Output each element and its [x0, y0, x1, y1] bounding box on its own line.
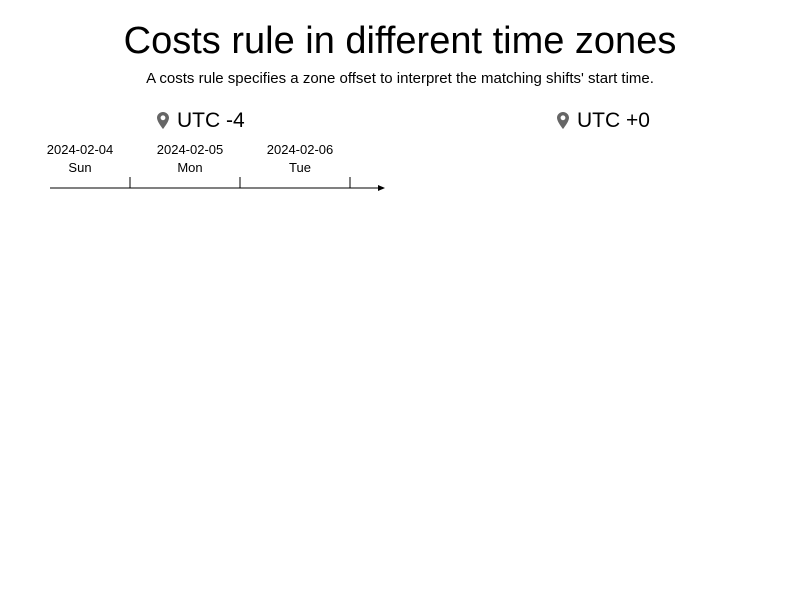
day-weekday-label: Tue [289, 160, 311, 175]
day-date-label: 2024-02-04 [47, 142, 114, 157]
page-title: Costs rule in different time zones [123, 20, 677, 62]
zone-header-utc-minus-4: UTC -4 [157, 107, 245, 135]
location-pin-icon [557, 112, 569, 129]
zone-label: UTC -4 [177, 109, 245, 132]
page-subtitle: A costs rule specifies a zone offset to … [146, 70, 654, 87]
day-weekday-label: Mon [177, 160, 202, 175]
zone-header-utc-plus-0: UTC +0 [557, 107, 650, 135]
timeline-axis: 2024-02-04 Sun 2024-02-05 Mon 2024-02-06… [47, 142, 385, 191]
zone-label: UTC +0 [577, 109, 650, 132]
location-pin-icon [157, 112, 169, 129]
axis-arrowhead [378, 185, 385, 191]
day-date-label: 2024-02-06 [267, 142, 334, 157]
day-date-label: 2024-02-05 [157, 142, 224, 157]
day-weekday-label: Sun [68, 160, 91, 175]
